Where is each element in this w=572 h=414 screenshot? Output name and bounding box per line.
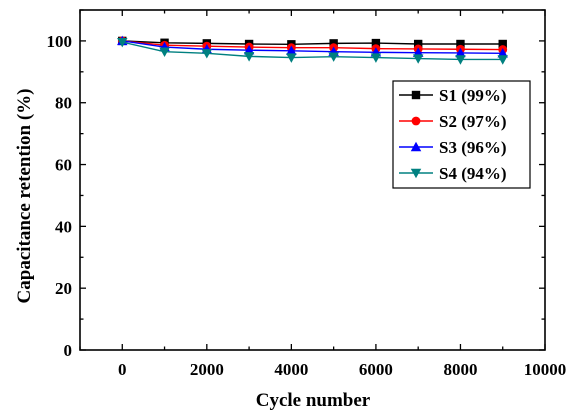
x-tick-label: 8000 (443, 360, 477, 379)
series-3 (117, 35, 508, 58)
series-3-point (243, 44, 255, 55)
x-tick-label: 10000 (524, 360, 567, 379)
series-1 (118, 36, 507, 49)
y-axis-title: Capacitance retention (%) (14, 89, 35, 304)
series-4-point (117, 37, 128, 48)
legend-label: S3 (96%) (439, 138, 507, 157)
series-4-point (243, 52, 255, 62)
x-tick-label: 6000 (359, 360, 393, 379)
y-tick-label: 100 (47, 32, 73, 51)
y-tick-label: 0 (64, 341, 73, 360)
series-3-point (455, 47, 466, 58)
y-tick-label: 40 (55, 217, 72, 236)
series-2-line (122, 40, 503, 51)
series-1-point (456, 39, 465, 49)
series-4-point (370, 53, 382, 63)
series-4-line (122, 41, 503, 61)
series-4-point (201, 49, 213, 59)
legend-marker (410, 168, 422, 179)
legend: S1 (99%) S2 (97%) S3 (96%) S4 (94%) (392, 80, 531, 189)
x-tick-label: 4000 (274, 360, 308, 379)
plot-frame-group (79, 9, 546, 351)
series-1-point (498, 39, 507, 49)
ticks-group: 0 2000 4000 6000 8000 10000 0 20 40 60 80 100 (47, 9, 567, 379)
legend-label: S4 (94%) (439, 164, 507, 183)
series-3-point (286, 45, 297, 55)
x-tick-label: 2000 (190, 360, 224, 379)
series-4-point (328, 52, 339, 62)
x-tick-label: 0 (118, 360, 127, 379)
y-tick-label: 60 (55, 156, 72, 175)
y-tick-label: 20 (55, 279, 72, 298)
x-axis-title: Cycle number (256, 390, 371, 411)
legend-label: S2 (97%) (439, 112, 507, 131)
series-4-point (497, 55, 508, 65)
legend-marker (411, 90, 421, 100)
series-group (117, 35, 508, 65)
series-4-point (455, 55, 466, 65)
series-4 (117, 37, 508, 65)
legend-marker (411, 116, 421, 126)
legend-label: S1 (99%) (439, 86, 507, 105)
series-4-point (159, 47, 170, 57)
series-3-line (122, 40, 503, 54)
series-4-point (412, 54, 424, 64)
plot-frame (79, 9, 546, 351)
series-3-point (497, 48, 508, 58)
y-tick-label: 80 (55, 94, 72, 113)
series-1-point (413, 39, 423, 49)
series-4-point (286, 53, 297, 63)
series-1-line (122, 40, 503, 46)
series-1-point (371, 38, 381, 48)
legend-marker (410, 141, 422, 152)
